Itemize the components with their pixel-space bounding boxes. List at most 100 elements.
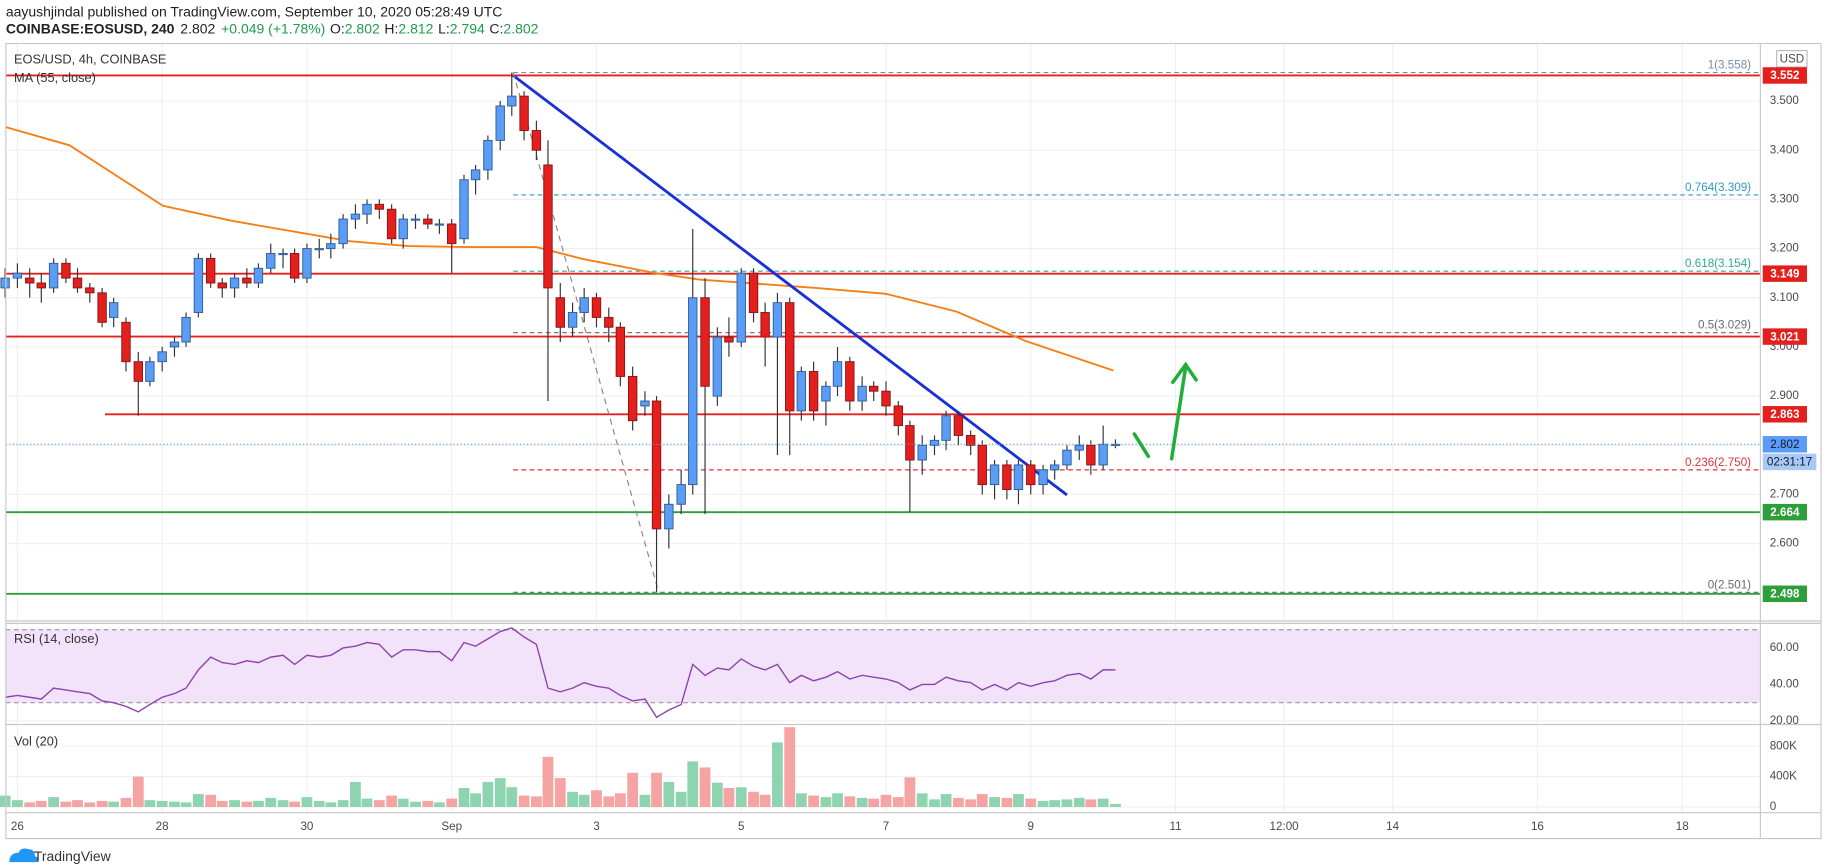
volume-bar xyxy=(506,787,518,807)
candle-body xyxy=(905,425,915,461)
volume-bar xyxy=(795,793,807,807)
volume-bar xyxy=(856,797,868,807)
candle-body xyxy=(12,272,23,279)
candle-body xyxy=(181,316,191,343)
volume-bar xyxy=(567,791,578,807)
candle-body xyxy=(591,297,602,318)
volume-bar xyxy=(277,800,289,807)
volume-bar xyxy=(1001,797,1013,807)
y-tick-label: 2.700 xyxy=(1770,488,1800,501)
rsi-line xyxy=(5,627,1116,719)
volume-bar xyxy=(784,727,796,807)
volume-bar xyxy=(60,801,72,807)
volume-bar xyxy=(337,800,349,807)
fib-label: 0.236(2.750) xyxy=(1685,456,1751,469)
fib-label: 0(2.501) xyxy=(1708,578,1751,591)
x-tick-label: 12:00 xyxy=(1270,820,1300,833)
candle-body xyxy=(966,434,976,446)
volume-bar xyxy=(808,795,820,807)
level-badge xyxy=(1762,503,1808,521)
volume-bar xyxy=(48,797,59,807)
candle-body xyxy=(314,248,324,251)
candle-body xyxy=(398,218,408,240)
candle-body xyxy=(676,484,686,505)
candle-body xyxy=(953,415,964,436)
candle-body xyxy=(1038,469,1048,486)
pane-frames xyxy=(5,42,1822,840)
candle-body xyxy=(845,361,855,402)
y-tick-label: 400K xyxy=(1770,770,1797,783)
ohlc-label: O: xyxy=(330,20,345,36)
level-label: 3.552 xyxy=(1770,69,1800,82)
x-tick-label: 30 xyxy=(300,820,313,833)
volume-bar xyxy=(723,787,735,807)
candle-body xyxy=(857,385,867,402)
volume-bar xyxy=(1049,800,1061,807)
volume-bar xyxy=(301,797,313,807)
ohlc-value: 2.802 xyxy=(345,20,380,36)
candle-body xyxy=(25,277,35,284)
level-badge xyxy=(1762,328,1808,345)
volume-bar xyxy=(965,799,977,807)
candle-body xyxy=(434,223,445,226)
candle-body xyxy=(700,297,710,387)
ohlc-label: C: xyxy=(489,20,503,36)
candle-body xyxy=(796,371,807,412)
volume-bar xyxy=(916,793,928,807)
x-tick-label: 14 xyxy=(1386,820,1399,833)
volume-bar xyxy=(361,798,373,807)
level-label: 3.149 xyxy=(1770,267,1800,280)
symbol: COINBASE:EOSUSD, 240 xyxy=(6,20,175,36)
candle-body xyxy=(615,326,626,377)
volume-bar xyxy=(711,782,723,807)
candle-body xyxy=(1026,464,1036,486)
countdown-badge xyxy=(1762,453,1817,471)
candle-body xyxy=(470,169,481,181)
candle-body xyxy=(133,361,143,382)
volume-bar xyxy=(156,800,168,807)
candle-body xyxy=(229,277,240,289)
candle-body xyxy=(821,385,831,402)
publisher-line: aayushjindal published on TradingView.co… xyxy=(6,4,503,20)
volume-bar xyxy=(84,802,96,807)
candle-body xyxy=(772,302,783,338)
y-tick-label: 60.00 xyxy=(1770,641,1800,654)
candle-body xyxy=(881,390,891,407)
volume-bar xyxy=(12,800,23,807)
volume-bar xyxy=(554,778,566,807)
candle-body xyxy=(145,361,155,382)
volume-bar xyxy=(832,793,843,807)
candle-body xyxy=(688,297,698,486)
candle-body xyxy=(579,297,589,313)
volume-bar xyxy=(1085,799,1097,807)
volume-bar xyxy=(748,791,759,807)
brand: TradingView xyxy=(34,848,112,864)
volume-bar xyxy=(591,790,602,807)
candle-body xyxy=(977,444,987,486)
currency: USD xyxy=(1780,52,1805,65)
volume-bar xyxy=(192,794,204,807)
candle-body xyxy=(36,282,46,289)
volume-bar xyxy=(253,800,264,807)
last-price: 2.802 xyxy=(180,20,215,36)
candle-body xyxy=(362,203,372,215)
candle-body xyxy=(531,130,542,151)
candle-body xyxy=(748,272,759,313)
volume-bar xyxy=(434,802,445,807)
candle-body xyxy=(217,282,227,289)
candle-body xyxy=(1062,449,1072,466)
candle-body xyxy=(483,139,493,171)
volume-bar xyxy=(216,800,228,807)
ohlc-value: 2.802 xyxy=(503,20,538,36)
marks xyxy=(0,71,1761,807)
candle-body xyxy=(1086,444,1096,466)
volume-bar xyxy=(470,793,481,807)
grid xyxy=(5,43,1761,812)
volume-bar xyxy=(989,797,1000,807)
last-price-label: 2.802 xyxy=(1770,438,1799,451)
candle-body xyxy=(941,415,951,441)
volume-bar xyxy=(603,796,615,807)
trendline xyxy=(512,72,660,593)
volume-bar xyxy=(518,795,530,807)
candle-body xyxy=(712,336,723,397)
